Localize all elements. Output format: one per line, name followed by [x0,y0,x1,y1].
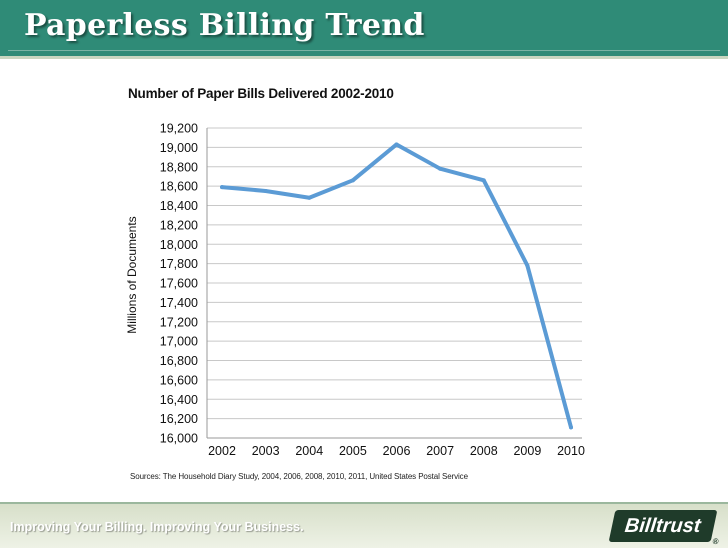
y-tick-label: 19,200 [160,122,198,136]
y-tick-label: 17,800 [160,257,198,271]
y-tick-label: 18,800 [160,160,198,174]
y-tick-label: 18,600 [160,180,198,194]
data-point [438,166,443,171]
x-tick-labels: 2002 2003 2004 2005 2006 2007 2008 2009 2010 [208,444,585,458]
series-line [220,142,573,430]
x-tick-label: 2004 [295,444,323,458]
x-tick-label: 2006 [383,444,411,458]
registered-mark: ® [712,537,720,546]
slide-footer: Improving Your Billing. Improving Your B… [0,502,728,548]
y-tick-label: 16,600 [160,373,198,387]
x-tick-label: 2010 [557,444,585,458]
line-chart: 19,200 19,000 18,800 18,600 18,400 18,200 18,0… [160,122,585,459]
y-tick-label: 19,000 [160,141,198,155]
x-tick-label: 2007 [426,444,454,458]
y-tick-labels: 19,200 19,000 18,800 18,600 18,400 18,200 18,0… [160,122,198,446]
y-tick-label: 16,200 [160,412,198,426]
data-point [569,425,573,430]
footer-tagline: Improving Your Billing. Improving Your B… [10,520,304,534]
y-tick-label: 17,400 [160,296,198,310]
grid-lines [206,127,582,439]
y-tick-label: 17,200 [160,315,198,329]
slide-header: Paperless Billing Trend [0,0,728,59]
y-tick-label: 17,000 [160,335,198,349]
y-tick-label: 16,800 [160,354,198,368]
billtrust-logo: Billtrust ® [608,510,719,546]
logo-text: Billtrust [624,514,703,537]
x-tick-label: 2003 [252,444,280,458]
chart-title: Number of Paper Bills Delivered 2002-201… [128,86,394,101]
chart-source: Sources: The Household Diary Study, 2004… [130,472,468,481]
y-tick-label: 16,000 [160,432,198,446]
y-tick-label: 17,600 [160,277,198,291]
data-point [220,185,224,190]
y-tick-label: 16,400 [160,393,198,407]
x-tick-label: 2005 [339,444,367,458]
data-point [307,195,312,200]
y-tick-label: 18,000 [160,238,198,252]
x-tick-label: 2002 [208,444,236,458]
series-layer [220,142,573,430]
x-tick-label: 2008 [470,444,498,458]
data-point [394,142,399,147]
data-point [481,178,486,183]
y-tick-label: 18,200 [160,218,198,232]
data-point [350,178,355,183]
x-tick-label: 2009 [513,444,541,458]
data-point [525,263,530,268]
slide-title: Paperless Billing Trend [24,8,425,43]
data-point [263,188,268,193]
header-divider [8,50,720,51]
y-tick-label: 18,400 [160,199,198,213]
